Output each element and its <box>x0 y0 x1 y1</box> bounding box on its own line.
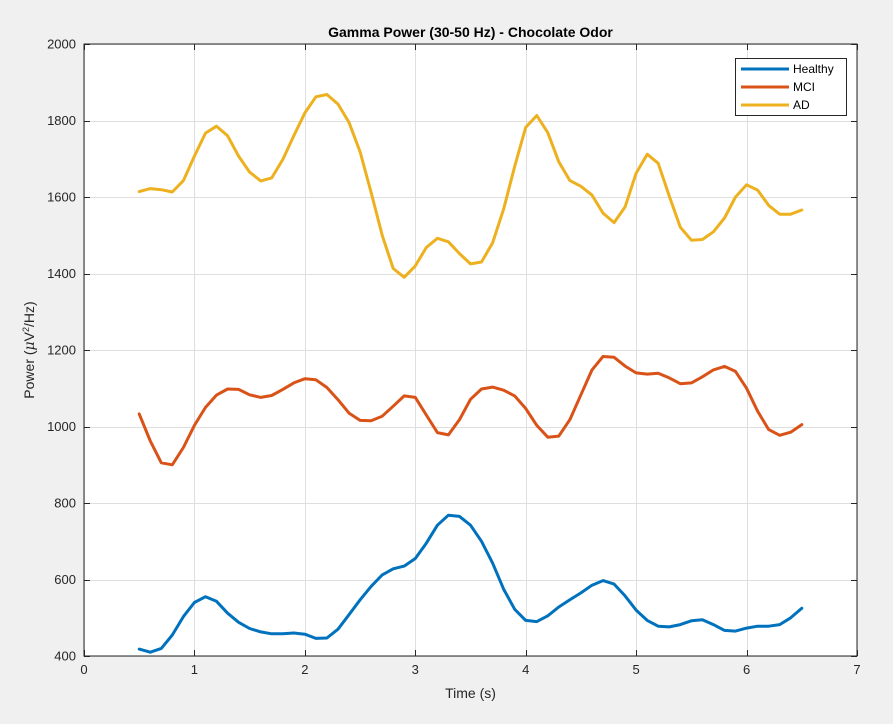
y-tick-label: 1800 <box>47 113 76 128</box>
x-tick-label: 0 <box>80 662 87 677</box>
series-line-ad <box>137 93 804 279</box>
y-tick-label: 400 <box>54 649 76 664</box>
y-axis-label-mu: μ <box>22 341 38 350</box>
y-tick-label: 600 <box>54 572 76 587</box>
y-tick-label: 800 <box>54 496 76 511</box>
y-tick-label: 1200 <box>47 343 76 358</box>
x-tick-label: 1 <box>191 662 198 677</box>
y-tick-label: 2000 <box>47 37 76 52</box>
y-axis-label-unit: V <box>21 331 37 341</box>
x-tick-label: 7 <box>853 662 860 677</box>
series-line-healthy <box>137 513 804 654</box>
x-tick-label: 4 <box>522 662 529 677</box>
legend-label-ad: AD <box>793 98 810 112</box>
chart-title: Gamma Power (30-50 Hz) - Chocolate Odor <box>328 24 613 40</box>
x-tick-labels: 0 1 2 3 4 5 6 7 <box>80 662 860 677</box>
y-tick-label: 1400 <box>47 266 76 281</box>
x-tick-label: 5 <box>633 662 640 677</box>
series-layer <box>137 93 804 654</box>
series-line-mci <box>137 355 804 467</box>
legend-label-healthy: Healthy <box>793 62 834 76</box>
y-tick-label: 1600 <box>47 190 76 205</box>
y-tick-label: 1000 <box>47 419 76 434</box>
y-tick-labels: 400 600 800 1000 1200 1400 1600 1800 2000 <box>47 37 76 664</box>
y-axis-label-post: /Hz) <box>21 301 37 327</box>
x-tick-label: 6 <box>743 662 750 677</box>
legend: Healthy MCI AD <box>735 58 847 116</box>
ticks <box>84 44 858 657</box>
y-axis-label: Power (μV2/Hz) <box>21 301 38 398</box>
y-axis-label-exp: 2 <box>21 327 31 332</box>
y-axis-label-pre: Power ( <box>21 350 37 399</box>
x-tick-label: 2 <box>301 662 308 677</box>
legend-label-mci: MCI <box>793 80 815 94</box>
x-axis-label: Time (s) <box>445 685 496 701</box>
legend-items: Healthy MCI AD <box>741 62 834 112</box>
x-tick-label: 3 <box>412 662 419 677</box>
